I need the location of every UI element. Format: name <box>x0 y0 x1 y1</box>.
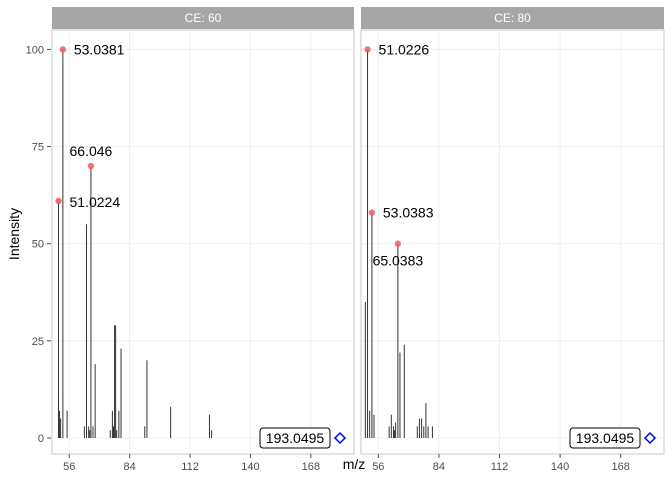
precursor-marker <box>643 431 657 445</box>
x-tick-label: 56 <box>372 461 384 473</box>
panel-border <box>360 29 665 455</box>
precursor-label-box <box>569 427 641 449</box>
y-tick-label: 25 <box>32 336 44 348</box>
facet-strip-label: CE: 80 <box>494 11 531 25</box>
x-tick-label: 112 <box>181 461 199 473</box>
y-axis-title: Intensity <box>6 208 22 260</box>
y-tick-label: 50 <box>32 239 44 251</box>
x-tick-label: 84 <box>124 461 136 473</box>
panel-border <box>51 29 355 455</box>
highlight-point <box>59 46 67 53</box>
x-axis-title: m/z <box>343 456 366 472</box>
facet-strip <box>52 7 354 29</box>
peak-label: 53.0383 <box>383 205 434 221</box>
highlight-point <box>368 209 376 216</box>
facet-strip <box>361 7 664 29</box>
y-tick-label: 0 <box>38 433 44 445</box>
precursor-label-box <box>259 427 331 449</box>
x-tick-label: 168 <box>612 461 630 473</box>
highlight-point <box>394 240 402 247</box>
facet-panel-ce60: CE: 60 53.0381 66.046 51.0224 193.0495 56 84 11… <box>51 7 355 473</box>
peak-label: 51.0226 <box>379 41 430 57</box>
precursor-label: 193.0495 <box>576 430 635 446</box>
y-tick-label: 100 <box>26 44 44 56</box>
panel-background <box>52 30 354 454</box>
x-tick-label: 56 <box>63 461 75 473</box>
x-tick-label: 84 <box>433 461 445 473</box>
precursor-label: 193.0495 <box>266 430 325 446</box>
highlight-point <box>364 46 371 53</box>
peak-label: 66.046 <box>70 143 113 159</box>
peak-label: 51.0224 <box>70 194 121 210</box>
x-tick-label: 168 <box>302 461 320 473</box>
precursor-marker <box>333 431 347 445</box>
y-tick-label: 75 <box>32 142 44 154</box>
x-tick-label: 112 <box>491 461 509 473</box>
facet-panel-ce80: CE: 80 51.0226 53.0383 65.0383 193.0495 56 84 1… <box>360 7 665 473</box>
x-tick-label: 140 <box>241 461 259 473</box>
peak-label: 65.0383 <box>373 253 424 269</box>
x-tick-label: 140 <box>551 461 569 473</box>
panel-background <box>361 30 664 454</box>
facet-strip-label: CE: 60 <box>185 11 222 25</box>
highlight-point <box>55 197 62 205</box>
peak-label: 53.0381 <box>74 41 125 57</box>
highlight-point <box>87 162 95 170</box>
